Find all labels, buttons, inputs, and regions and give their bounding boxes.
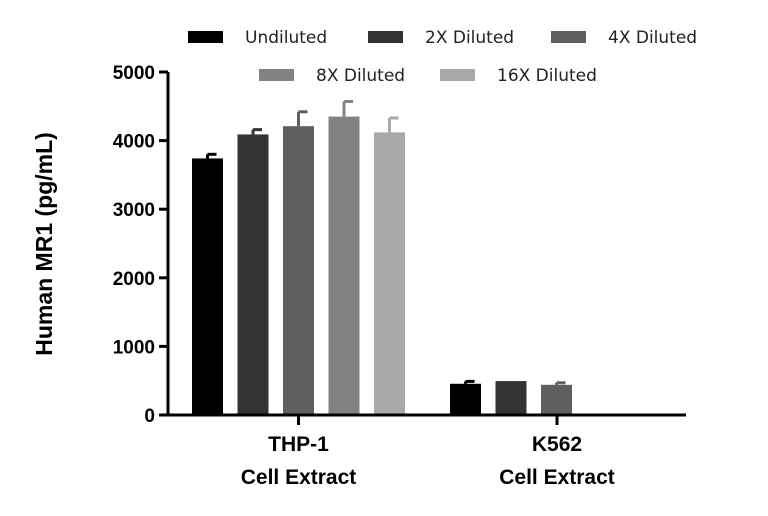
legend: Undiluted 2X Diluted 4X Diluted 8X Diluted 1… — [188, 28, 697, 86]
legend-item: 2X Diluted — [368, 28, 514, 48]
legend-swatch — [368, 31, 403, 43]
legend-item: 4X Diluted — [551, 28, 697, 48]
bar — [450, 383, 481, 415]
legend-item: 16X Diluted — [440, 66, 597, 86]
legend-swatch — [188, 31, 223, 43]
x-axis: THP-1 Cell Extract K562 Cell Extract — [166, 413, 686, 489]
y-tick-label: 1000 — [113, 337, 155, 358]
legend-swatch — [259, 69, 294, 81]
bar — [283, 126, 314, 415]
legend-label: Undiluted — [245, 28, 327, 48]
y-axis-title: Human MR1 (pg/mL) — [31, 132, 57, 356]
bar — [237, 134, 269, 415]
bar-group-1 — [192, 99, 405, 416]
bar — [192, 158, 223, 415]
legend-label: 8X Diluted — [316, 66, 405, 86]
y-tick-label: 2000 — [113, 269, 155, 290]
legend-swatch — [551, 31, 586, 43]
y-tick-label: 4000 — [113, 132, 155, 153]
bar — [541, 384, 572, 415]
bar-group-2 — [450, 379, 572, 415]
bar — [374, 132, 405, 416]
y-tick-label: 5000 — [113, 63, 155, 84]
legend-swatch — [440, 69, 475, 81]
bars — [192, 99, 572, 416]
legend-label: 4X Diluted — [608, 28, 697, 48]
legend-item: Undiluted — [188, 28, 327, 48]
legend-item: 8X Diluted — [259, 66, 405, 86]
x-tick-label: K562 — [532, 433, 582, 456]
bar — [328, 116, 360, 415]
y-tick-label: 0 — [144, 406, 155, 427]
x-tick-label: THP-1 — [268, 433, 329, 456]
x-tick-label: Cell Extract — [499, 466, 615, 489]
bar — [495, 381, 527, 415]
y-tick-label: 3000 — [113, 200, 155, 221]
legend-label: 16X Diluted — [497, 66, 597, 86]
legend-label: 2X Diluted — [425, 28, 514, 48]
y-axis: 0 1000 2000 3000 4000 5000 — [113, 63, 170, 427]
x-tick-label: Cell Extract — [241, 466, 357, 489]
